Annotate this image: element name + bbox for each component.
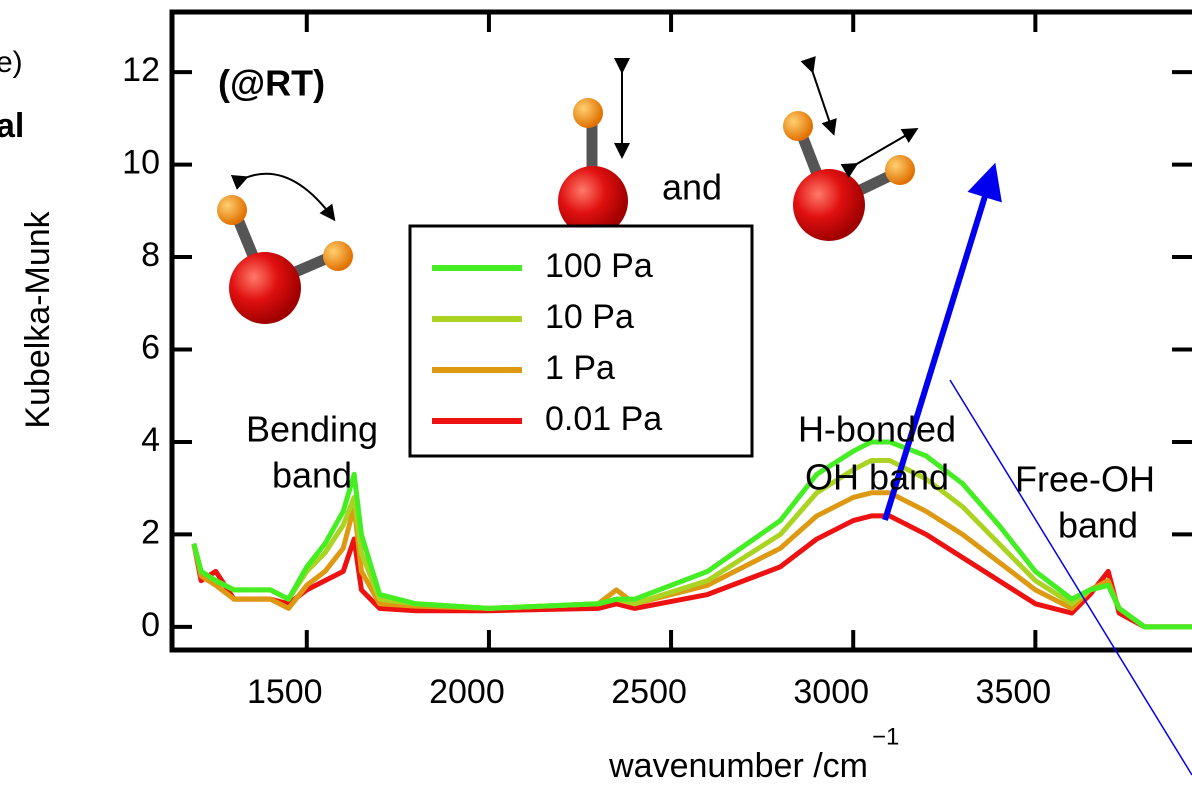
molecule-icon	[558, 58, 630, 236]
side-text: al	[0, 107, 24, 145]
legend-label: 1 Pa	[545, 349, 615, 387]
side-text: e)	[0, 46, 23, 79]
legend: 100 Pa 10 Pa 1 Pa 0.01 Pa	[408, 224, 754, 458]
annotation: OH band	[805, 457, 949, 498]
arrow	[882, 162, 1002, 521]
x-tick-label: 3000	[793, 673, 869, 711]
legend-label: 0.01 Pa	[545, 400, 662, 438]
plot-frame	[169, 9, 1192, 653]
x-tick-label: 1500	[247, 673, 323, 711]
x-tick-label: 2500	[611, 673, 687, 711]
x-tick-label: 3500	[976, 673, 1052, 711]
annotation: Free-OH	[1015, 459, 1155, 500]
molecule-icon	[783, 56, 919, 241]
legend-label: 100 Pa	[545, 247, 653, 285]
y-axis-label: Kubelka-Munk	[19, 210, 57, 428]
annotation: and	[662, 167, 722, 208]
x-axis-label-superscript: −1	[872, 723, 899, 750]
plot-area: 0 2 4 6 8 10 12 1500 2000 2500 3000 3500	[122, 9, 1192, 711]
data-line	[191, 439, 1192, 630]
legend-label: 10 Pa	[545, 298, 634, 336]
annotation: H-bonded	[798, 409, 956, 450]
y-tick-label: 2	[141, 513, 160, 551]
annotation: band	[272, 455, 352, 496]
pointer-line	[949, 379, 1192, 776]
molecule-icon	[217, 172, 353, 324]
y-tick-label: 10	[122, 144, 160, 182]
data-line	[191, 513, 1192, 630]
x-tick-label: 2000	[429, 673, 505, 711]
annotation: band	[1058, 505, 1138, 546]
y-tick-label: 4	[141, 421, 160, 459]
annotation: (@RT)	[218, 63, 325, 104]
y-tick-label: 12	[122, 51, 160, 89]
y-tick-label: 6	[141, 328, 160, 366]
x-axis-label: wavenumber /cm	[608, 747, 868, 785]
annotation: Bending	[246, 409, 378, 450]
y-tick-label: 8	[141, 236, 160, 274]
y-tick-label: 0	[141, 606, 160, 644]
legend-box	[408, 224, 754, 458]
